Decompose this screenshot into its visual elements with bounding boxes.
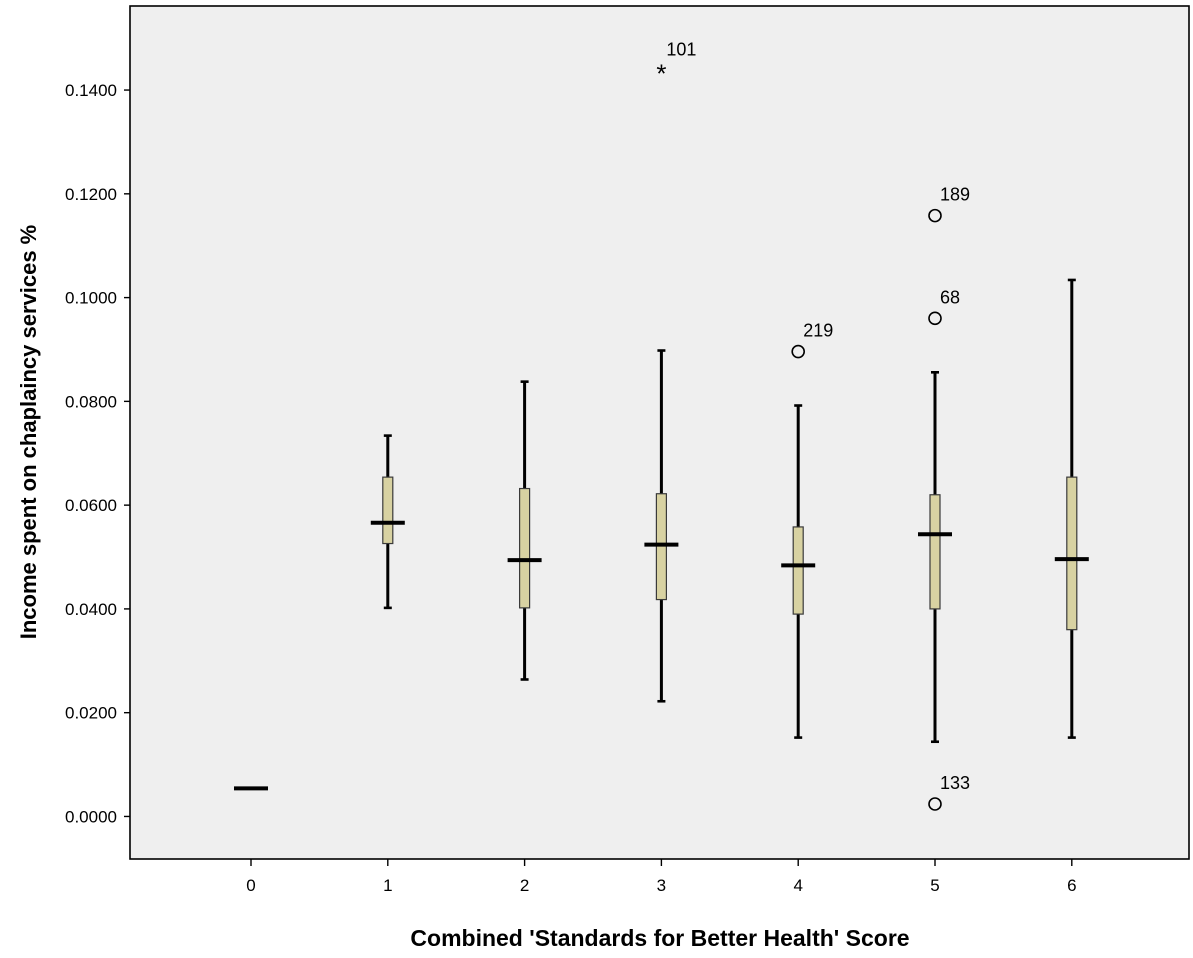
y-tick-label: 0.0600 bbox=[65, 496, 117, 515]
iqr-box bbox=[518, 487, 531, 609]
box-3 bbox=[644, 349, 679, 703]
boxes-group bbox=[234, 278, 1089, 791]
x-tick-label: 6 bbox=[1067, 876, 1076, 895]
y-axis-label: Income spent on chaplaincy services % bbox=[16, 225, 41, 640]
x-tick-label: 0 bbox=[246, 876, 255, 895]
box-5 bbox=[918, 371, 952, 744]
y-tick-label: 0.1000 bbox=[65, 289, 117, 308]
box-1 bbox=[370, 434, 405, 610]
y-tick-label: 0.0800 bbox=[65, 392, 117, 411]
y-tick-label: 0.0200 bbox=[65, 704, 117, 723]
y-tick-label: 0.1400 bbox=[65, 81, 117, 100]
x-axis-label: Combined 'Standards for Better Health' S… bbox=[410, 925, 909, 951]
box-4 bbox=[781, 404, 816, 739]
outliers-group: *101 219 189 68 133 bbox=[656, 39, 970, 811]
outlier-label: 219 bbox=[803, 321, 833, 341]
extreme-outlier-marker: * bbox=[656, 58, 666, 88]
outlier-marker bbox=[928, 208, 942, 223]
iqr-box bbox=[1066, 476, 1078, 631]
outlier-label: 189 bbox=[940, 185, 970, 205]
x-tick-label: 3 bbox=[657, 876, 666, 895]
x-axis: 0 1 2 3 4 5 6 bbox=[246, 859, 1077, 895]
x-tick-label: 2 bbox=[520, 876, 529, 895]
outlier-label: 68 bbox=[940, 287, 960, 307]
outlier-marker bbox=[791, 344, 806, 359]
x-tick-label: 5 bbox=[930, 876, 939, 895]
box-2 bbox=[507, 380, 542, 681]
x-tick-label: 1 bbox=[383, 876, 392, 895]
outlier-label: 101 bbox=[666, 39, 696, 59]
x-tick-label: 4 bbox=[793, 876, 802, 895]
iqr-box bbox=[382, 476, 394, 545]
iqr-box bbox=[929, 494, 941, 610]
y-tick-label: 0.0000 bbox=[65, 807, 117, 826]
y-axis: 0.0000 0.0200 0.0400 0.0600 0.0800 0.1000 0.12… bbox=[65, 81, 130, 826]
outlier-marker bbox=[928, 797, 942, 811]
plot-area bbox=[129, 5, 1190, 860]
box-6 bbox=[1054, 278, 1089, 739]
iqr-box bbox=[655, 493, 668, 601]
outlier-label: 133 bbox=[940, 773, 970, 793]
y-tick-label: 0.1200 bbox=[65, 185, 117, 204]
y-tick-label: 0.0400 bbox=[65, 600, 117, 619]
outlier-marker bbox=[928, 311, 942, 326]
iqr-box bbox=[792, 526, 804, 615]
